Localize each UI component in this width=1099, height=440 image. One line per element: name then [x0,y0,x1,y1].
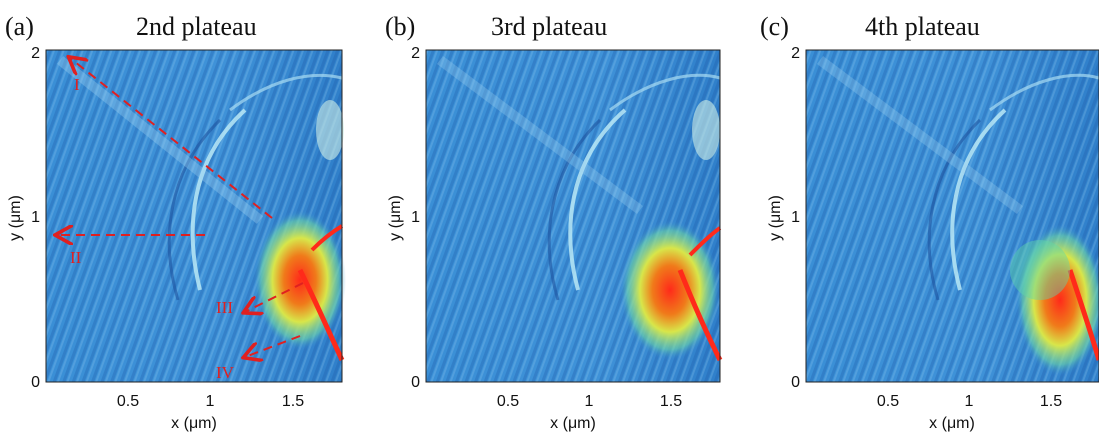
arrow-IV [245,335,301,357]
panel-label: (c) [760,12,789,41]
annotation-label: IV [216,363,235,382]
y-tick-label: 0 [791,374,800,391]
panel-b: (b) 3rd plateau 0.5 1 1.5 x (μm) 0 1 2 y… [385,12,723,432]
panel-title: 4th plateau [865,12,980,41]
x-axis-label: x (μm) [929,415,975,432]
panel-title: 3rd plateau [491,12,607,41]
y-tick-label: 2 [411,45,420,62]
heatmap-plot [806,50,1099,382]
arrow-I [70,58,273,219]
x-axis-label: x (μm) [171,415,217,432]
panel-label: (a) [5,12,34,41]
y-axis-label: y (μm) [767,195,784,241]
axes-frame [425,49,721,383]
annotation-label: III [216,298,233,317]
arrow-III [245,282,304,312]
annotation-label: I [74,75,80,94]
y-tick-label: 1 [31,209,40,226]
x-tick-label: 1 [585,393,594,410]
y-tick-label: 0 [31,374,40,391]
x-tick-label: 1.5 [1040,393,1062,410]
x-tick-label: 1.5 [660,393,682,410]
x-tick-label: 1 [965,393,974,410]
x-tick-label: 0.5 [497,393,519,410]
x-tick-label: 0.5 [877,393,899,410]
heatmap-plot [46,50,346,382]
x-tick-label: 0.5 [117,393,139,410]
x-axis-label: x (μm) [550,415,596,432]
panel-title: 2nd plateau [136,12,257,41]
y-axis-label: y (μm) [7,195,24,241]
x-tick-label: 1 [206,393,215,410]
panel-c: (c) 4th plateau 0.5 1 1.5 x (μm) 0 1 2 y… [760,12,1099,432]
panel-a: (a) 2nd plateau 0.5 1 1.5 x (μm) 0 1 2 y [5,12,346,432]
y-tick-label: 2 [791,45,800,62]
axes-frame [805,49,1099,383]
y-axis-label: y (μm) [387,195,404,241]
x-tick-label: 1.5 [282,393,304,410]
annotation-arrows: I II III IV [57,58,304,382]
y-tick-label: 0 [411,374,420,391]
axes-frame [45,49,343,383]
y-tick-label: 2 [31,45,40,62]
y-tick-label: 1 [411,209,420,226]
panel-label: (b) [385,12,415,41]
annotation-label: II [70,248,82,267]
heatmap-plot [426,50,723,382]
y-tick-label: 1 [791,209,800,226]
